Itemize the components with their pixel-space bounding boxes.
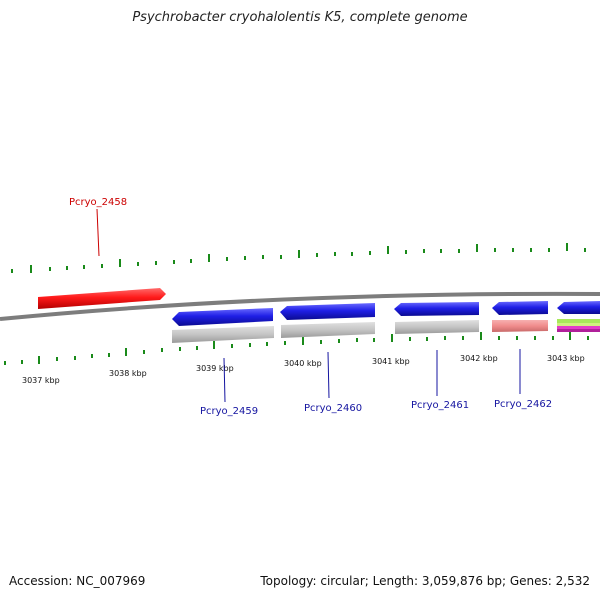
tick-label: 3037 kbp [22, 376, 60, 385]
feature-magenta-bar [557, 329, 600, 332]
gene-pcryo-2462[interactable]: Pcryo_2462 [492, 301, 552, 410]
gene-pcryo-2460[interactable]: Pcryo_2460 [280, 303, 375, 414]
gene-pcryo-2461[interactable]: Pcryo_2461 [394, 302, 479, 411]
tick-label: 3039 kbp [196, 364, 234, 373]
feature-pink-bar [492, 320, 548, 332]
tick-label: 3043 kbp [547, 354, 585, 363]
map-title: Psychrobacter cryohalolentis K5, complet… [132, 10, 468, 25]
genome-backbone [0, 291, 600, 321]
tick-label: 3038 kbp [109, 369, 147, 378]
tick-label: 3042 kbp [460, 354, 498, 363]
gene-pcryo-2458[interactable]: Pcryo_2458 [38, 197, 166, 309]
gene-label-leader [223, 357, 226, 403]
feature-green-bar [557, 319, 600, 323]
gene-label: Pcryo_2461 [411, 400, 469, 411]
accession-label: Accession: NC_007969 [9, 574, 146, 588]
gene-partial-right[interactable] [557, 301, 600, 332]
feature-magenta-bar [557, 326, 600, 329]
feature-gray-bar [395, 320, 479, 334]
gene-label: Pcryo_2462 [494, 399, 552, 410]
tick-label: 3040 kbp [284, 359, 322, 368]
gene-pcryo-2459[interactable]: Pcryo_2459 [172, 308, 274, 417]
genome-summary: Topology: circular; Length: 3,059,876 bp… [260, 574, 590, 588]
tick-label: 3041 kbp [372, 357, 410, 366]
outer-tick-row [11, 243, 586, 273]
feature-gray-bar [281, 322, 375, 338]
feature-lime-bar [557, 323, 600, 326]
gene-label-leader [96, 208, 100, 257]
gene-label-leader [327, 351, 330, 399]
gene-label: Pcryo_2460 [304, 403, 362, 414]
gene-label: Pcryo_2459 [200, 406, 258, 417]
feature-gray-bar [172, 326, 274, 343]
inner-tick-row [4, 332, 589, 365]
gene-label: Pcryo_2458 [69, 197, 127, 208]
